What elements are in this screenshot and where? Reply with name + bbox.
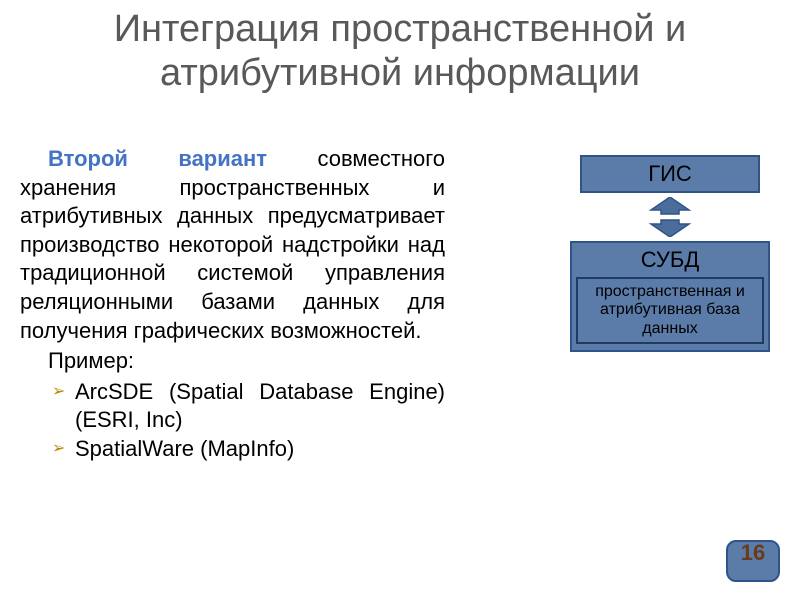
body-text: Второй вариант совместного хранения прос… (20, 145, 445, 464)
diagram: ГИС СУБД пространственная и атрибутивная… (570, 155, 770, 352)
inner-db-box: пространственная и атрибутивная база дан… (576, 277, 764, 344)
gis-box: ГИС (580, 155, 760, 193)
list-item: ArcSDE (Spatial Database Engine) (ESRI, … (20, 378, 445, 435)
bullet-list: ArcSDE (Spatial Database Engine) (ESRI, … (20, 378, 445, 464)
double-arrow-icon (570, 196, 770, 238)
subd-box: СУБД пространственная и атрибутивная баз… (570, 241, 770, 352)
list-item: SpatialWare (MapInfo) (20, 435, 445, 464)
subd-label: СУБД (576, 247, 764, 273)
highlight-text: Второй вариант (48, 146, 267, 171)
page-number-badge: 16 (726, 540, 780, 582)
main-paragraph: Второй вариант совместного хранения прос… (20, 145, 445, 345)
paragraph-rest: совместного хранения пространственных и … (20, 146, 445, 343)
page-title: Интеграция пространственной и атрибутивн… (0, 0, 800, 95)
example-label: Пример: (20, 347, 445, 376)
